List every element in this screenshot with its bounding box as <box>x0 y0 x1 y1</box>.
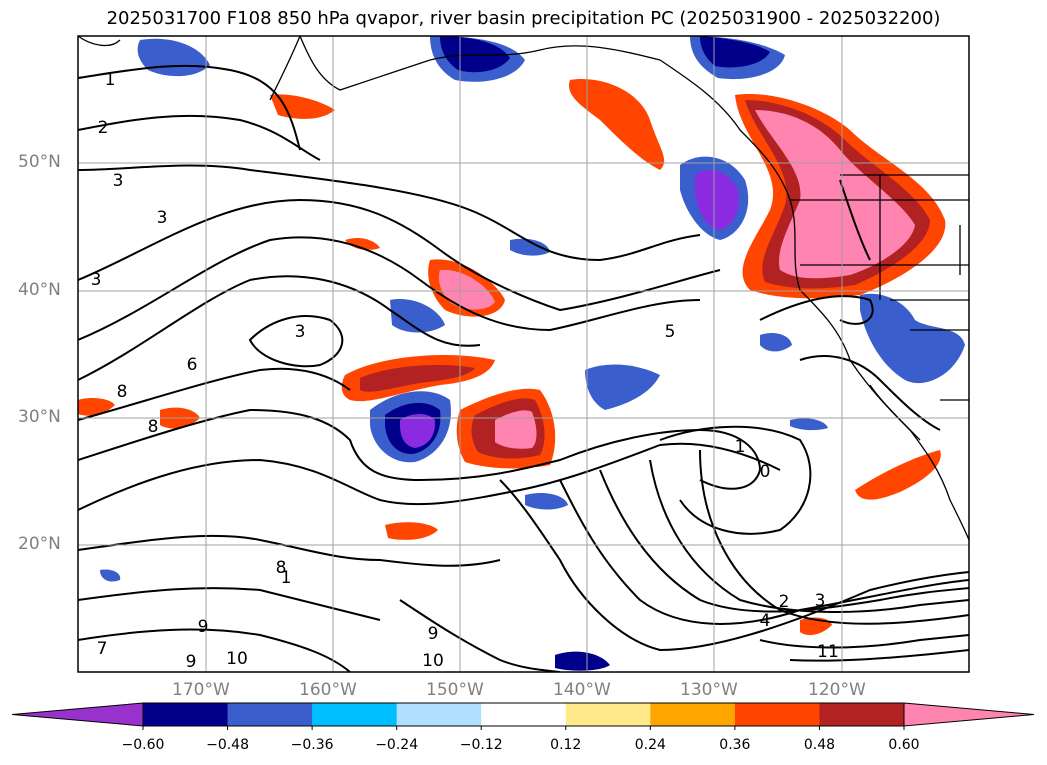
longitude-label: 170°W <box>172 680 230 700</box>
colorbar-tick-label: −0.36 <box>290 737 334 753</box>
colorbar-under-extension <box>11 702 144 727</box>
colorbar-segment <box>481 703 567 726</box>
colorbar-tick-label: 0.12 <box>550 737 582 753</box>
colorbar-tick-label: 0.60 <box>888 737 920 753</box>
contour-label: 3 <box>815 591 826 611</box>
contour-label: 6 <box>187 355 198 375</box>
contour-label: 2 <box>98 118 109 138</box>
contour-label: 8 <box>276 558 287 578</box>
latitude-label: 40°N <box>18 280 61 300</box>
latitude-label: 50°N <box>18 152 61 172</box>
contour-label: 1 <box>735 437 746 457</box>
colorbar-tick-label: −0.24 <box>375 737 419 753</box>
contour-label: 11 <box>817 642 839 662</box>
contour-label: 3 <box>295 322 306 342</box>
colorbar-segment <box>819 703 905 726</box>
contour-label: 1 <box>281 568 292 588</box>
contour-label: 8 <box>117 382 128 402</box>
colorbar-segment <box>396 703 482 726</box>
colorbar-segment <box>143 703 229 726</box>
colorbar-tick-label: 0.36 <box>719 737 751 753</box>
colorbar-segment <box>650 703 736 726</box>
latitude-label: 20°N <box>18 534 61 554</box>
contour-label: 2 <box>779 592 790 612</box>
contour-label: 3 <box>113 171 124 191</box>
contour-label: 0 <box>760 462 771 482</box>
contour-label: 10 <box>422 651 444 671</box>
longitude-label: 120°W <box>808 680 866 700</box>
longitude-label: 130°W <box>680 680 738 700</box>
contour-label: 8 <box>148 417 159 437</box>
colorbar <box>11 702 1035 730</box>
contour-label: 7 <box>97 639 108 659</box>
contour-label: 5 <box>665 322 676 342</box>
colorbar-tick-label: −0.48 <box>206 737 249 753</box>
contour-label: 9 <box>428 624 439 644</box>
contour-label: 9 <box>198 617 209 637</box>
colorbar-tick-label: 0.24 <box>634 737 666 753</box>
longitude-label: 140°W <box>553 680 611 700</box>
colorbar-segment <box>227 703 313 726</box>
longitude-label: 160°W <box>299 680 357 700</box>
figure-title: 2025031700 F108 850 hPa qvapor, river ba… <box>106 8 941 29</box>
contour-label: 3 <box>157 208 168 228</box>
colorbar-tick-label: −0.60 <box>121 737 165 753</box>
coastlines <box>78 36 969 541</box>
qvapor-contours <box>78 64 969 672</box>
colorbar-segment <box>312 703 398 726</box>
colorbar-tick-label: −0.12 <box>459 737 503 753</box>
colorbar-frame <box>142 702 905 727</box>
contour-label: 10 <box>226 649 248 669</box>
longitude-label: 150°W <box>426 680 484 700</box>
contour-label: 4 <box>760 611 771 631</box>
latitude-label: 30°N <box>18 407 61 427</box>
contour-label: 9 <box>186 652 197 672</box>
colorbar-tick-label: 0.48 <box>803 737 836 753</box>
contour-label: 1 <box>105 70 116 90</box>
map-frame <box>77 35 970 673</box>
graticule <box>78 36 969 672</box>
colorbar-segment <box>734 703 820 726</box>
colorbar-over-extension <box>903 702 1035 727</box>
contour-label: 3 <box>91 270 102 290</box>
colorbar-segment <box>565 703 651 726</box>
